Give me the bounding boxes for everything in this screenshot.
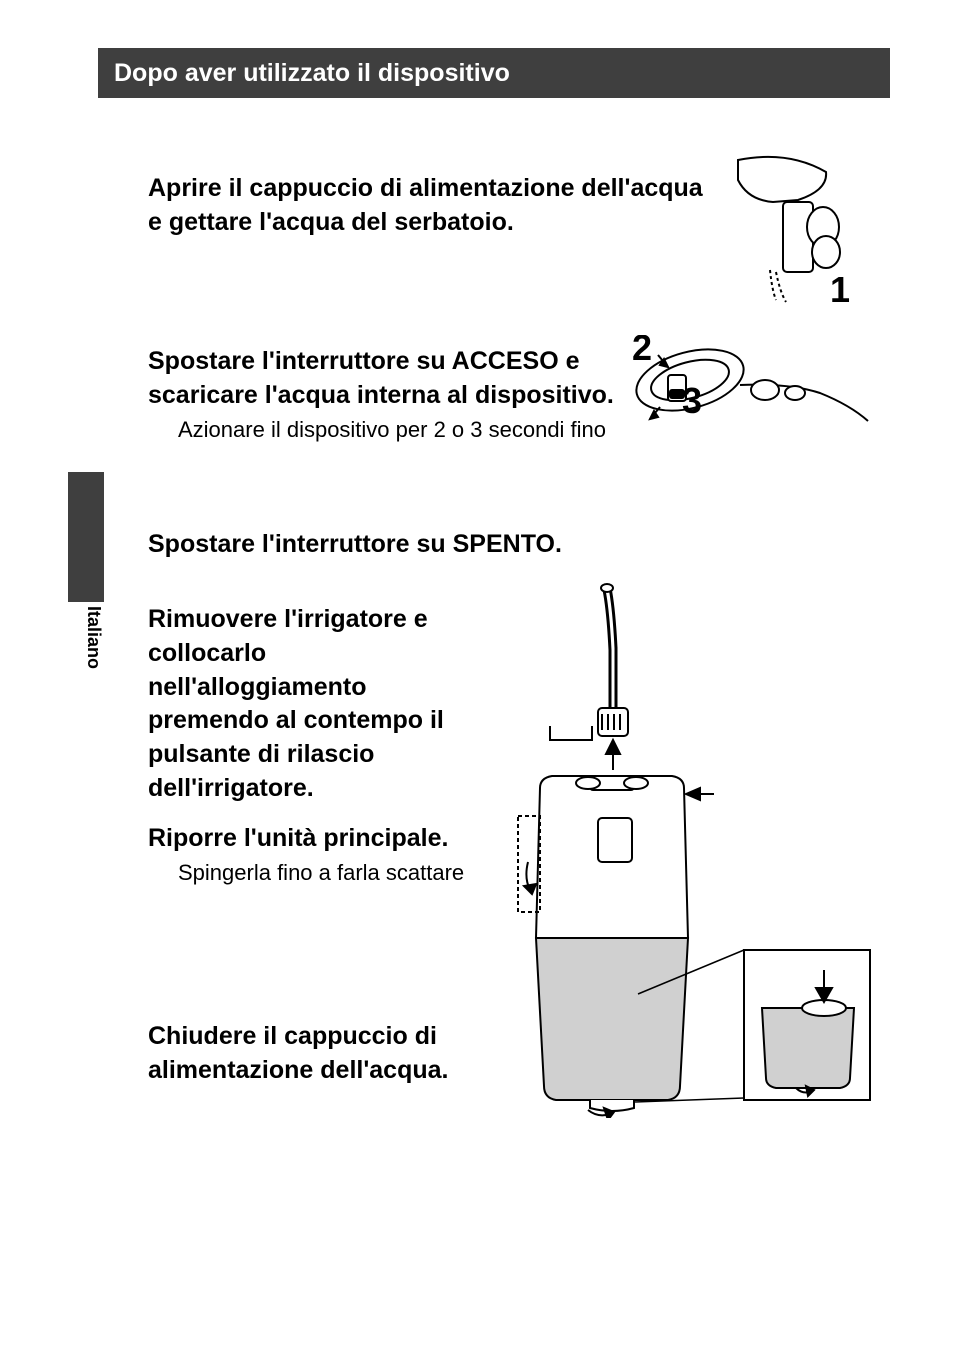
step-4: Rimuovere l'irrigatore e collocarlo nell… <box>148 603 468 806</box>
figure-2-switch: 2 3 <box>620 335 880 435</box>
section-header: Dopo aver utilizzato il dispositivo <box>98 48 890 98</box>
step-5-title: Riporre l'unità principale. <box>148 822 468 856</box>
figure-2-number-2: 2 <box>632 335 652 368</box>
step-3-title: Spostare l'interruttore su SPENTO. <box>148 528 648 562</box>
figure-2-number-3: 3 <box>682 380 702 421</box>
step-2: Spostare l'interruttore su ACCESO e scar… <box>148 345 628 444</box>
section-header-text: Dopo aver utilizzato il dispositivo <box>114 59 510 88</box>
step-5: Riporre l'unità principale. Spingerla fi… <box>148 822 468 887</box>
step-1-title: Aprire il cappuccio di alimentazione del… <box>148 172 708 240</box>
step-6-title: Chiudere il cappuccio di alimentazione d… <box>148 1020 468 1088</box>
figure-1-number: 1 <box>830 269 850 310</box>
figure-3-device-assembly <box>480 578 880 1118</box>
step-5-sub: Spingerla fino a farla scattare <box>178 858 468 888</box>
step-4-title: Rimuovere l'irrigatore e collocarlo nell… <box>148 603 468 806</box>
step-6: Chiudere il cappuccio di alimentazione d… <box>148 1020 468 1088</box>
step-1: Aprire il cappuccio di alimentazione del… <box>148 172 708 240</box>
step-2-sub: Azionare il dispositivo per 2 o 3 second… <box>178 415 628 445</box>
step-3: Spostare l'interruttore su SPENTO. <box>148 528 648 562</box>
language-tab <box>68 472 104 602</box>
step-2-title: Spostare l'interruttore su ACCESO e scar… <box>148 345 628 413</box>
language-label: Italiano <box>68 602 104 669</box>
figure-1-water-cap: 1 <box>728 152 856 312</box>
